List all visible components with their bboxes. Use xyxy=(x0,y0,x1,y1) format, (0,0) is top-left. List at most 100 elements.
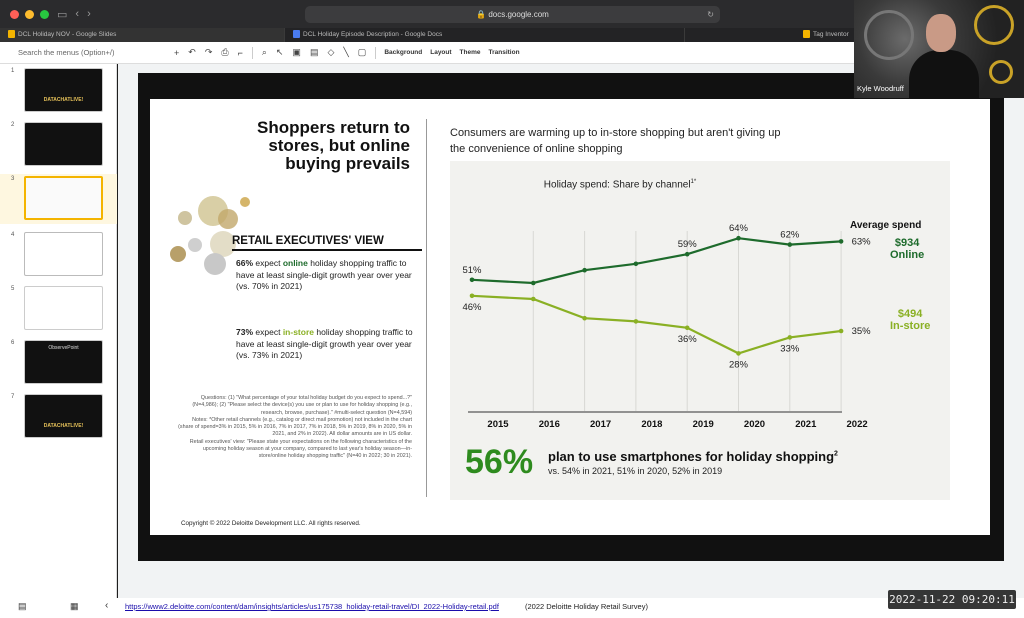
slide-headline: Shoppers return to stores, but online bu… xyxy=(256,118,410,173)
data-point xyxy=(838,328,844,334)
speaker-body xyxy=(909,50,979,98)
slide-thumb-2[interactable]: 2 xyxy=(0,120,117,170)
data-point xyxy=(582,267,587,273)
tab-strip: DCL Holiday NOV - Google Slides DCL Holi… xyxy=(0,28,1024,42)
image-icon[interactable]: ▤ xyxy=(309,47,319,57)
theme-button[interactable]: Theme xyxy=(459,49,481,56)
slide-thumb-4[interactable]: 4 xyxy=(0,230,117,280)
lock-icon: 🔒 xyxy=(476,10,487,19)
maximize-window-button[interactable] xyxy=(40,9,49,19)
series-line-online xyxy=(471,237,842,285)
address-bar[interactable]: 🔒 docs.google.com ↻ xyxy=(305,6,720,23)
thumb-preview xyxy=(24,176,103,220)
data-point xyxy=(582,315,587,321)
smartphone-stat: 56% xyxy=(465,443,534,481)
data-point xyxy=(684,325,690,331)
data-label: 36% xyxy=(678,334,698,345)
close-window-button[interactable] xyxy=(10,9,19,19)
slide-number: 3 xyxy=(11,176,15,182)
online-spend-amount: $934 xyxy=(894,237,920,249)
smartphone-stat-footnote: 2 xyxy=(834,450,838,458)
data-label: 63% xyxy=(852,236,872,247)
undo-icon[interactable]: ↶ xyxy=(188,47,196,57)
textbox-icon[interactable]: ▣ xyxy=(292,47,301,57)
shape-icon[interactable]: ◇ xyxy=(327,47,335,57)
slide-thumb-1[interactable]: 1 DATACHATLIVE! xyxy=(0,66,117,116)
online-expectation-stat: 66% expect online holiday shopping traff… xyxy=(236,258,421,293)
divider xyxy=(375,46,377,59)
layout-button[interactable]: Layout xyxy=(430,49,452,56)
x-tick-label: 2017 xyxy=(590,419,611,430)
data-label: 28% xyxy=(729,359,749,370)
average-spend-label: Average spend xyxy=(850,220,922,231)
back-icon[interactable]: ‹ xyxy=(75,8,80,20)
sidebar-toggle-icon[interactable]: ▭ xyxy=(57,8,68,21)
retail-executives-heading: RETAIL EXECUTIVES' VIEW xyxy=(232,235,422,251)
decorative-bubbles xyxy=(170,191,320,281)
filmstrip-view-icon[interactable]: ▤ xyxy=(18,601,27,611)
select-icon[interactable]: ↖ xyxy=(275,47,284,57)
filmstrip-footer: ▤ ▦ ‹ xyxy=(0,598,118,618)
slide-number: 6 xyxy=(11,340,15,346)
menu-search-input[interactable]: Search the menus (Option+/) xyxy=(18,48,115,57)
slide-thumb-7[interactable]: 7 DATACHATLIVE! xyxy=(0,392,117,442)
stat-highlight: in-store xyxy=(282,327,314,337)
slide-subtitle: Consumers are warming up to in-store sho… xyxy=(450,127,781,155)
series-line-in-store xyxy=(471,294,842,355)
tab-label: DCL Holiday NOV - Google Slides xyxy=(18,31,117,38)
stat-verb: expect xyxy=(255,258,281,268)
data-label: 59% xyxy=(678,239,698,250)
transition-button[interactable]: Transition xyxy=(488,49,520,56)
thumb-text: ObservePoint xyxy=(48,345,79,351)
tab-label: DCL Holiday Episode Description - Google… xyxy=(303,31,443,38)
minimize-window-button[interactable] xyxy=(25,9,34,19)
data-label: 64% xyxy=(729,223,749,234)
timestamp-overlay: 2022-11-22 09:20:11 xyxy=(888,590,1016,609)
redo-icon[interactable]: ↷ xyxy=(204,47,213,57)
comment-icon[interactable]: ▢ xyxy=(357,47,367,57)
thumb-preview xyxy=(24,122,103,166)
data-point xyxy=(531,280,536,286)
current-slide[interactable]: Shoppers return to stores, but online bu… xyxy=(150,99,990,535)
new-slide-icon[interactable]: + xyxy=(174,47,180,58)
x-tick-label: 2021 xyxy=(795,419,817,430)
data-label: 51% xyxy=(462,265,482,276)
instore-spend-amount: $494 xyxy=(897,308,923,320)
slide-number: 2 xyxy=(11,122,15,128)
data-label: 62% xyxy=(780,230,800,241)
tab-slides[interactable]: DCL Holiday NOV - Google Slides xyxy=(0,28,285,42)
online-spend-label: Online xyxy=(890,249,925,261)
background-button[interactable]: Background xyxy=(384,49,423,56)
data-point xyxy=(633,319,639,324)
paint-format-icon[interactable]: ⌐ xyxy=(237,47,243,58)
slide-thumb-5[interactable]: 5 xyxy=(0,284,117,334)
forward-icon[interactable]: › xyxy=(87,8,91,20)
chart-title-text: Holiday spend: Share by channel xyxy=(543,179,691,191)
data-point xyxy=(787,242,793,247)
slide-thumb-6[interactable]: 6 ObservePoint xyxy=(0,338,117,388)
footnote-questions: Questions: (1) "What percentage of your … xyxy=(192,395,412,416)
source-link[interactable]: https://www2.deloitte.com/content/dam/in… xyxy=(125,602,499,611)
x-tick-label: 2015 xyxy=(487,419,509,430)
slide-thumb-3[interactable]: 3 xyxy=(0,174,117,224)
data-point xyxy=(633,261,639,267)
thumb-preview: DATACHATLIVE! xyxy=(24,394,103,438)
smartphone-stat-comparison: vs. 54% in 2021, 51% in 2020, 52% in 201… xyxy=(548,466,723,476)
thumb-text: DATACHATLIVE! xyxy=(43,423,84,429)
collapse-panel-icon[interactable]: ‹ xyxy=(105,600,109,611)
x-tick-label: 2022 xyxy=(847,419,868,430)
data-point xyxy=(469,277,475,283)
slide-number: 4 xyxy=(11,232,15,238)
line-icon[interactable]: ╲ xyxy=(343,47,349,57)
grid-view-icon[interactable]: ▦ xyxy=(70,601,79,611)
thumb-preview xyxy=(24,232,103,276)
speaker-notes-bar: https://www2.deloitte.com/content/dam/in… xyxy=(118,598,1024,618)
line-chart: 2015 2016 2017 2018 2019 2020 2021 2022 51% 59% 64… xyxy=(462,223,872,430)
reload-icon[interactable]: ↻ xyxy=(707,10,714,19)
tab-docs[interactable]: DCL Holiday Episode Description - Google… xyxy=(285,28,685,42)
speaker-avatar xyxy=(926,14,956,52)
chart-title-footnote: 1* xyxy=(690,179,697,185)
zoom-icon[interactable]: ⌕ xyxy=(261,47,267,57)
stat-highlight: online xyxy=(282,258,308,268)
print-icon[interactable]: ⎙ xyxy=(221,47,229,57)
